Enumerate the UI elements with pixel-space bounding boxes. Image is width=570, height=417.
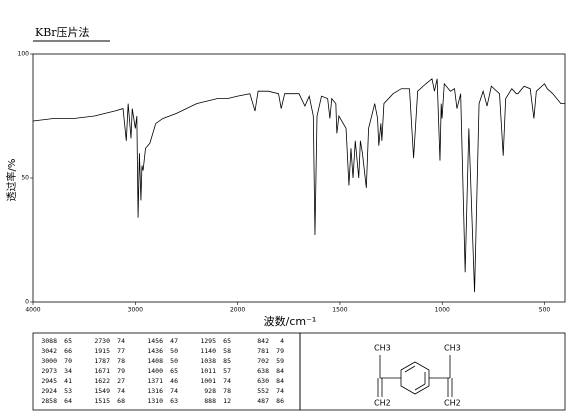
table-wavenumber: 888 <box>204 397 216 405</box>
table-transmittance: 50 <box>170 357 178 365</box>
table-transmittance: 68 <box>117 397 125 405</box>
table-transmittance: 34 <box>64 367 72 375</box>
table-wavenumber: 1549 <box>94 387 110 395</box>
table-transmittance: 74 <box>276 387 284 395</box>
table-wavenumber: 1436 <box>147 347 163 355</box>
x-tick-label: 3000 <box>128 307 143 314</box>
table-transmittance: 27 <box>117 377 125 385</box>
table-wavenumber: 3042 <box>41 347 57 355</box>
structure-label: CH2 <box>444 399 461 408</box>
table-wavenumber: 1295 <box>200 337 216 345</box>
table-transmittance: 74 <box>117 387 125 395</box>
table-wavenumber: 1671 <box>94 367 110 375</box>
table-wavenumber: 2945 <box>41 377 57 385</box>
table-wavenumber: 842 <box>257 337 269 345</box>
table-transmittance: 50 <box>170 347 178 355</box>
table-transmittance: 79 <box>117 367 125 375</box>
table-transmittance: 74 <box>170 387 178 395</box>
x-tick-label: 4000 <box>25 307 40 314</box>
table-wavenumber: 781 <box>257 347 269 355</box>
table-transmittance: 65 <box>170 367 178 375</box>
table-transmittance: 4 <box>280 337 284 345</box>
table-transmittance: 74 <box>117 337 125 345</box>
table-transmittance: 78 <box>223 387 231 395</box>
x-tick-label: 500 <box>539 307 551 314</box>
x-tick-label: 1500 <box>332 307 347 314</box>
table-transmittance: 70 <box>64 357 72 365</box>
table-transmittance: 84 <box>276 377 284 385</box>
table-wavenumber: 1915 <box>94 347 110 355</box>
spectrum-line <box>32 78 565 293</box>
structure-label: CH3 <box>374 344 391 353</box>
structure-label: CH2 <box>374 399 391 408</box>
table-transmittance: 65 <box>64 337 72 345</box>
y-tick-label: 100 <box>18 51 30 58</box>
table-wavenumber: 1310 <box>147 397 163 405</box>
table-transmittance: 41 <box>64 377 72 385</box>
table-wavenumber: 3000 <box>41 357 57 365</box>
table-wavenumber: 552 <box>257 387 269 395</box>
structure-label: CH3 <box>444 344 461 353</box>
table-transmittance: 58 <box>223 347 231 355</box>
chart-title: KBr压片法 <box>35 25 90 39</box>
table-wavenumber: 702 <box>257 357 269 365</box>
table-wavenumber: 1515 <box>94 397 110 405</box>
x-tick-label: 1000 <box>435 307 450 314</box>
x-axis-title: 波数/cm⁻¹ <box>264 315 317 328</box>
table-wavenumber: 1787 <box>94 357 110 365</box>
structure-frame <box>299 332 566 411</box>
table-transmittance: 47 <box>170 337 178 345</box>
y-axis-title: 透过率/% <box>5 159 18 202</box>
table-transmittance: 65 <box>223 337 231 345</box>
table-wavenumber: 1456 <box>147 337 163 345</box>
table-transmittance: 12 <box>223 397 231 405</box>
table-wavenumber: 1038 <box>200 357 216 365</box>
table-wavenumber: 638 <box>257 367 269 375</box>
table-wavenumber: 1371 <box>147 377 163 385</box>
table-transmittance: 46 <box>170 377 178 385</box>
y-tick-label: 0 <box>25 299 29 306</box>
table-transmittance: 86 <box>276 397 284 405</box>
x-tick-label: 2000 <box>230 307 245 314</box>
table-wavenumber: 928 <box>204 387 216 395</box>
table-wavenumber: 1011 <box>200 367 216 375</box>
table-wavenumber: 1001 <box>200 377 216 385</box>
table-wavenumber: 1140 <box>200 347 216 355</box>
plot-frame <box>32 53 566 303</box>
table-transmittance: 59 <box>276 357 284 365</box>
table-transmittance: 78 <box>117 357 125 365</box>
table-transmittance: 66 <box>64 347 72 355</box>
table-transmittance: 74 <box>223 377 231 385</box>
table-wavenumber: 1622 <box>94 377 110 385</box>
table-transmittance: 63 <box>170 397 178 405</box>
table-transmittance: 84 <box>276 367 284 375</box>
table-transmittance: 64 <box>64 397 72 405</box>
table-wavenumber: 2924 <box>41 387 57 395</box>
table-wavenumber: 2730 <box>94 337 110 345</box>
table-transmittance: 79 <box>276 347 284 355</box>
y-tick-label: 50 <box>21 175 29 182</box>
table-transmittance: 85 <box>223 357 231 365</box>
table-wavenumber: 630 <box>257 377 269 385</box>
table-wavenumber: 1408 <box>147 357 163 365</box>
table-wavenumber: 3088 <box>41 337 57 345</box>
structure-diagram <box>377 355 453 397</box>
table-wavenumber: 2858 <box>41 397 57 405</box>
table-transmittance: 57 <box>223 367 231 375</box>
table-wavenumber: 1316 <box>147 387 163 395</box>
table-wavenumber: 487 <box>257 397 269 405</box>
table-transmittance: 53 <box>64 387 72 395</box>
table-wavenumber: 2973 <box>41 367 57 375</box>
table-wavenumber: 1400 <box>147 367 163 375</box>
table-transmittance: 77 <box>117 347 125 355</box>
